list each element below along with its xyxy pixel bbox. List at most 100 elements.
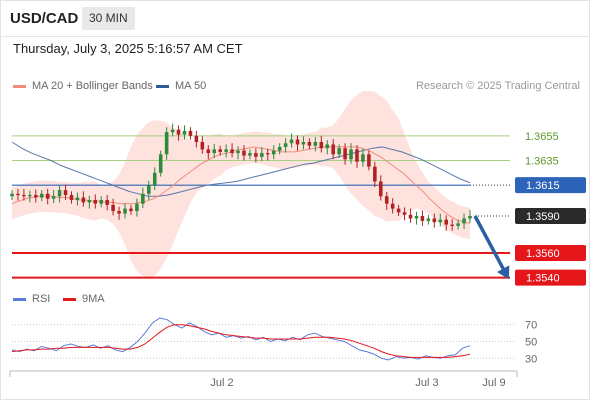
rsi-ma-swatch — [63, 297, 76, 301]
candle-body — [51, 196, 56, 199]
candle-body — [111, 204, 115, 212]
chart-header: USD/CAD 30 MIN — [0, 0, 590, 37]
candle-body — [450, 224, 454, 226]
candle-body — [158, 154, 163, 173]
candle-body — [468, 216, 472, 219]
candle-body — [87, 199, 92, 203]
candle-body — [81, 197, 86, 203]
candle-body — [254, 153, 258, 157]
level-tag-1.3590 — [515, 208, 586, 224]
candle-body — [444, 219, 448, 225]
candle-body — [206, 149, 211, 154]
rsi-label: RSI — [32, 293, 51, 305]
interval-selector[interactable]: 30 MIN — [82, 7, 135, 30]
candle-body — [10, 193, 14, 197]
candle-body — [57, 190, 62, 197]
level-label-1.3635: 1.3635 — [525, 156, 559, 168]
candle-body — [105, 199, 109, 205]
time-axis-label: Jul 3 — [415, 377, 438, 389]
candle-body — [307, 142, 312, 146]
candle-body — [117, 211, 121, 214]
candle-body — [182, 130, 187, 135]
candle-body — [462, 218, 466, 224]
candle-body — [343, 148, 347, 160]
candle-body — [402, 212, 407, 215]
candle-body — [164, 132, 169, 155]
legend-rsi-ma: 9MA — [63, 293, 105, 305]
rsi-ma-label: 9MA — [82, 293, 105, 305]
ma20-label: MA 20 + Bollinger Bands — [32, 80, 153, 92]
forecast-arrow-head — [496, 265, 510, 280]
candle-body — [313, 142, 318, 146]
rsi-swatch — [13, 297, 26, 301]
candle-body — [373, 166, 377, 182]
candle-body — [45, 193, 50, 199]
level-tag-1.3560 — [515, 245, 586, 261]
candle-body — [301, 142, 306, 145]
candle-body — [414, 216, 419, 219]
candle-body — [176, 129, 181, 135]
rsi-tick-50: 50 — [525, 337, 537, 349]
candle-body — [390, 203, 395, 209]
candle-body — [135, 203, 139, 212]
candle-body — [28, 195, 32, 197]
time-axis-label: Jul 9 — [482, 377, 505, 389]
level-label-1.3655: 1.3655 — [525, 131, 559, 143]
candle-body — [236, 150, 240, 154]
candle-body — [152, 172, 157, 186]
candle-body — [188, 130, 193, 136]
candle-body — [99, 199, 104, 204]
candle-body — [420, 216, 425, 221]
candle-body — [230, 149, 234, 154]
candle-body — [260, 153, 264, 157]
timestamp: Thursday, July 3, 2025 5:16:57 AM CET — [13, 41, 243, 56]
candle-body — [242, 150, 246, 156]
candle-body — [295, 139, 300, 145]
level-label-1.3615: 1.3615 — [526, 180, 560, 192]
ma50-swatch — [156, 84, 169, 88]
candle-body — [39, 193, 44, 198]
candle-body — [141, 193, 145, 204]
candle-body — [129, 208, 133, 212]
legend-ma20: MA 20 + Bollinger Bands — [13, 80, 153, 92]
candle-body — [367, 154, 371, 167]
candle-body — [331, 144, 335, 155]
candle-body — [319, 142, 324, 149]
candle-body — [456, 223, 460, 226]
level-label-1.3590: 1.3590 — [526, 211, 560, 223]
rsi-line — [11, 317, 471, 361]
level-tag-1.3615 — [515, 177, 586, 194]
candle-body — [355, 149, 359, 162]
time-axis-label: Jul 2 — [210, 377, 233, 389]
candle-body — [69, 195, 74, 200]
candle-body — [325, 144, 330, 149]
level-tag-1.3540 — [515, 269, 586, 286]
candle-body — [75, 197, 80, 200]
candle-body — [408, 214, 413, 219]
rsi-tick-70: 70 — [525, 320, 537, 332]
forecast-arrow-shaft — [473, 215, 508, 275]
candle-body — [378, 181, 383, 197]
candle-body — [63, 190, 68, 196]
candle-body — [34, 195, 38, 198]
candle-body — [426, 218, 431, 221]
ma50-line — [11, 141, 471, 197]
level-label-1.3560: 1.3560 — [526, 248, 560, 260]
candle-body — [248, 153, 252, 156]
ma50-label: MA 50 — [175, 80, 207, 92]
candle-body — [224, 149, 228, 152]
candle-body — [432, 218, 437, 223]
candle-body — [16, 193, 20, 196]
candle-body — [271, 150, 276, 155]
candle-body — [384, 196, 389, 204]
candle-body — [194, 135, 199, 142]
candle-body — [337, 148, 341, 155]
symbol-title: USD/CAD — [10, 10, 79, 27]
candle-body — [123, 208, 127, 214]
candle-body — [93, 199, 98, 204]
candle-body — [277, 146, 282, 151]
candle-body — [170, 129, 175, 133]
candle-body — [212, 149, 217, 154]
candle-body — [218, 149, 222, 152]
